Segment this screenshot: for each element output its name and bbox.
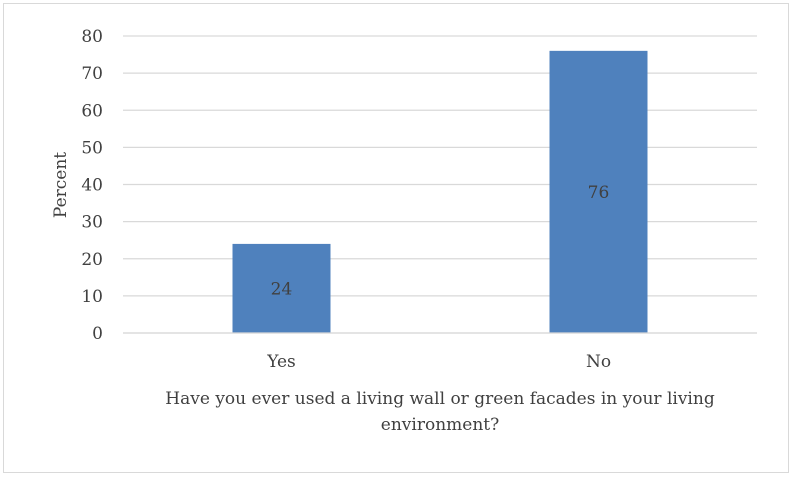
data-label: 76 <box>588 183 610 203</box>
y-tick-label: 10 <box>81 287 103 307</box>
y-tick-label: 30 <box>81 213 103 233</box>
y-tick-label: 20 <box>81 250 103 270</box>
bar-yes <box>232 243 331 333</box>
x-axis-label-line-2: environment? <box>381 415 499 435</box>
bars: 24 76 <box>123 50 757 334</box>
gridlines <box>123 35 757 334</box>
bar-no <box>549 50 648 333</box>
chart-frame <box>3 3 789 473</box>
data-label: 24 <box>271 279 293 299</box>
y-tick-label: 50 <box>81 138 103 158</box>
y-axis-ticks: 0 10 20 30 40 50 60 70 80 <box>81 27 103 344</box>
x-tick-label: No <box>586 352 611 372</box>
y-tick-label: 40 <box>81 176 103 196</box>
y-axis-label: Percent <box>51 152 71 218</box>
y-tick-label: 70 <box>81 64 103 84</box>
y-tick-label: 60 <box>81 101 103 121</box>
y-tick-label: 80 <box>81 27 103 47</box>
x-axis-label-line-1: Have you ever used a living wall or gree… <box>165 389 715 409</box>
x-axis-ticks: Yes No <box>266 352 611 372</box>
x-tick-label: Yes <box>266 352 296 372</box>
y-tick-label: 0 <box>92 324 103 344</box>
